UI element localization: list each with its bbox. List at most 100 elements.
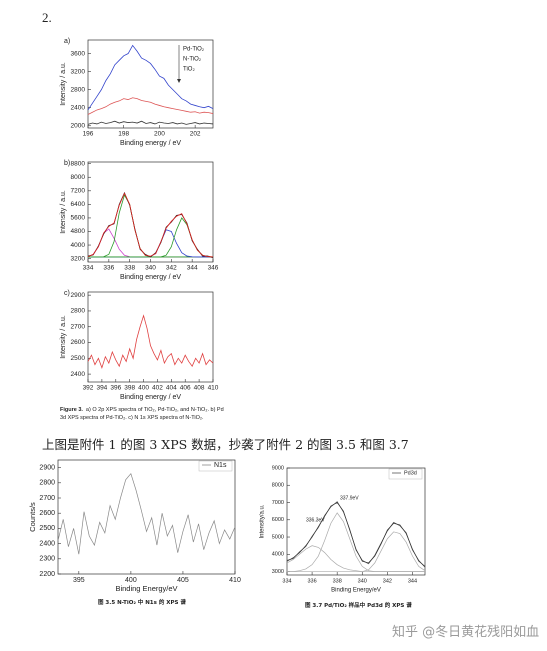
heading: 2.: [42, 10, 52, 25]
y-axis-label: Intensity / a.u.: [60, 190, 67, 234]
figure-caption: Figure 3. a) O 2p XPS spectra of TiO₂, Pd…: [60, 406, 230, 422]
x-tick-label: 340: [358, 578, 367, 584]
figure-caption: 图 3.5 N-TiO₂ 中 N1s 的 XPS 谱: [98, 600, 186, 606]
plot-frame: [87, 161, 214, 263]
legend-label: TiO₂: [183, 67, 195, 73]
series-line: [286, 502, 426, 567]
y-tick-label: 7000: [272, 500, 284, 506]
figure-caption: 图 3.7 Pd/TiO₂ 样品中 Pd3d 的 XPS 谱: [305, 603, 412, 609]
y-tick-label: 2700: [71, 323, 86, 330]
y-tick-label: 2800: [39, 480, 55, 487]
x-tick-label: 340: [145, 265, 156, 272]
annotation: 336.3eV: [306, 517, 325, 523]
watermark: 知乎 @冬日黄花残阳如血: [392, 625, 540, 640]
series-line: [87, 97, 214, 115]
x-tick-label: 408: [194, 385, 205, 392]
y-tick-label: 9000: [272, 465, 284, 471]
y-tick-label: 8000: [272, 483, 284, 489]
y-tick-label: 2800: [71, 86, 86, 93]
series-line: [88, 194, 213, 258]
y-tick-label: 2400: [71, 104, 86, 111]
y-tick-label: 6400: [71, 201, 86, 208]
y-tick-label: 2000: [71, 122, 86, 129]
y-axis-label: Intensity / a.u.: [60, 315, 67, 359]
x-tick-label: 410: [208, 385, 219, 392]
x-tick-label: 400: [125, 577, 137, 584]
y-axis-label: Intensity/a.u.: [260, 504, 266, 538]
series-line: [287, 531, 426, 572]
plot-frame: [87, 291, 214, 383]
y-tick-label: 2300: [39, 556, 55, 563]
x-tick-label: 200: [154, 131, 165, 138]
caption-text: a) O 2p XPS spectra of TiO₂, Pd-TiO₂, an…: [60, 407, 224, 421]
y-tick-label: 2600: [39, 510, 55, 517]
panel-label: b): [64, 160, 70, 167]
legend-label: N1s: [214, 462, 227, 469]
body-text: 上图是附件 1 的图 3 XPS 数据，抄袭了附件 2 的图 3.5 和图 3.…: [42, 437, 409, 452]
y-tick-label: 4000: [272, 552, 284, 558]
y-axis-label: Counts/s: [28, 502, 37, 532]
series-line: [87, 192, 214, 258]
legend-arrowhead: [177, 79, 181, 83]
y-tick-label: 5600: [71, 215, 86, 222]
x-tick-label: 198: [118, 131, 129, 138]
panel-label: c): [64, 290, 70, 297]
x-tick-label: 398: [124, 385, 135, 392]
x-tick-label: 410: [229, 577, 241, 584]
panel-label: a): [64, 38, 70, 45]
y-tick-label: 2500: [71, 355, 86, 362]
y-tick-label: 3000: [272, 569, 284, 575]
legend-box: [198, 460, 233, 472]
y-tick-label: 2700: [39, 495, 55, 502]
series-line: [88, 217, 214, 258]
x-axis-label: Binding energy / eV: [120, 394, 181, 401]
series-line: [287, 512, 425, 572]
legend-label: N-TiO₂: [183, 57, 202, 63]
y-tick-label: 2400: [39, 540, 55, 547]
series-line: [87, 314, 214, 370]
y-tick-label: 8000: [71, 174, 86, 181]
legend-label: Pd3d: [404, 470, 417, 476]
x-tick-label: 396: [110, 385, 121, 392]
x-axis-label: Binding energy / eV: [120, 274, 181, 281]
x-tick-label: 338: [124, 265, 135, 272]
x-tick-label: 336: [307, 578, 316, 584]
y-tick-label: 2800: [71, 308, 86, 315]
x-tick-label: 344: [187, 265, 198, 272]
x-tick-label: 392: [83, 385, 94, 392]
y-tick-label: 5000: [272, 534, 284, 540]
x-tick-label: 402: [152, 385, 163, 392]
y-tick-label: 3600: [71, 50, 86, 57]
x-axis-label: Binding Energy/eV: [331, 588, 381, 594]
x-tick-label: 338: [333, 578, 342, 584]
plot-frame: [57, 459, 236, 575]
x-axis-label: Binding Energy/eV: [115, 584, 177, 593]
plot-frame: [87, 39, 214, 129]
x-tick-label: 334: [282, 578, 291, 584]
y-axis-label: Intensity / a.u.: [60, 62, 67, 106]
x-tick-label: 334: [83, 265, 94, 272]
y-tick-label: 2600: [71, 339, 86, 346]
y-tick-label: 3200: [71, 68, 86, 75]
y-tick-label: 3200: [71, 255, 86, 262]
y-tick-label: 2900: [39, 464, 55, 471]
annotation: 337.9eV: [340, 495, 359, 501]
y-tick-label: 2500: [39, 525, 55, 532]
x-axis-label: Binding energy / eV: [120, 140, 181, 147]
x-tick-label: 342: [383, 578, 392, 584]
x-tick-label: 196: [83, 131, 94, 138]
plot-frame: [286, 467, 426, 576]
series-line: [87, 120, 214, 125]
y-tick-label: 4000: [71, 242, 86, 249]
legend-box: [388, 468, 423, 480]
y-tick-label: 7200: [71, 188, 86, 195]
series-line: [57, 472, 236, 555]
x-tick-label: 405: [177, 577, 189, 584]
y-tick-label: 4800: [71, 228, 86, 235]
x-tick-label: 394: [96, 385, 107, 392]
x-tick-label: 202: [190, 131, 201, 138]
y-tick-label: 6000: [272, 517, 284, 523]
y-tick-label: 2900: [71, 292, 86, 299]
